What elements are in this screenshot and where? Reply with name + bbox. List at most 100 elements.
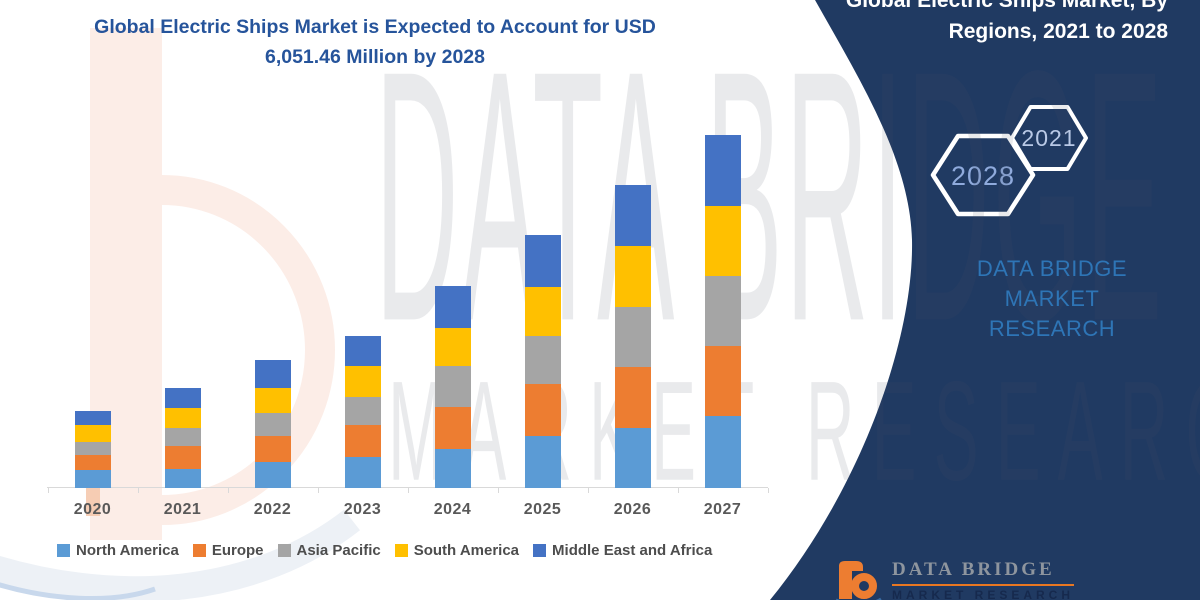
chart-title-line1: Global Electric Ships Market is Expected… — [94, 16, 656, 38]
side-panel-brand: DATA BRIDGE MARKET RESEARCH — [927, 254, 1177, 344]
bar-segment-2021-south-america — [164, 408, 201, 428]
legend-label: Middle East and Africa — [552, 542, 713, 559]
side-panel-title: Global Electric Ships Market, By Regions… — [770, 0, 1168, 47]
bar-segment-2022-south-america — [254, 388, 291, 413]
bar-segment-2027-asia-pacific — [704, 276, 741, 346]
side-panel-title-line1: Global Electric Ships Market, By — [845, 0, 1168, 12]
bar-segment-2027-europe — [704, 346, 741, 416]
legend-label: Europe — [211, 542, 264, 559]
bar-segment-2024-north-america — [434, 449, 471, 488]
x-axis-label-2021: 2021 — [163, 501, 202, 518]
gray-swoosh-shape — [0, 509, 361, 600]
b-icon-stem — [839, 561, 863, 599]
bar-segment-2020-south-america — [74, 425, 111, 442]
bar-segment-2024-europe — [434, 407, 471, 449]
bar-segment-2020-europe — [74, 455, 111, 470]
legend-item-asia-pacific: Asia Pacific — [277, 542, 381, 559]
bar-segment-2021-asia-pacific — [164, 428, 201, 446]
b-bowl-shape — [161, 175, 335, 525]
x-axis-tick — [407, 488, 409, 493]
hexagon-2028-icon — [930, 133, 1036, 217]
bar-segment-2026-europe — [614, 367, 651, 428]
x-axis-tick — [587, 488, 589, 493]
hexagon-2021-icon — [1010, 105, 1088, 171]
bar-segment-2024-south-america — [434, 328, 471, 366]
legend-swatch-icon — [192, 544, 206, 557]
bar-segment-2022-middle-east-and-africa — [254, 360, 291, 388]
side-panel-title-line2: Regions, 2021 to 2028 — [948, 20, 1168, 43]
bar-segment-2022-north-america — [254, 462, 291, 488]
bar-segment-2020-north-america — [74, 470, 111, 488]
legend-swatch-icon — [533, 544, 547, 557]
bar-segment-2026-middle-east-and-africa — [614, 185, 651, 246]
bar-segment-2023-south-america — [344, 366, 381, 397]
bar-segment-2026-north-america — [614, 428, 651, 488]
x-axis-line — [47, 487, 768, 488]
bar-segment-2023-asia-pacific — [344, 397, 381, 425]
x-axis-label-2020: 2020 — [73, 501, 112, 518]
bar-segment-2025-north-america — [524, 436, 561, 488]
x-axis-label-2026: 2026 — [613, 501, 652, 518]
bar-segment-2021-europe — [164, 446, 201, 469]
bar-segment-2027-north-america — [704, 416, 741, 488]
legend-label: Asia Pacific — [296, 542, 381, 559]
bar-segment-2021-middle-east-and-africa — [164, 388, 201, 408]
footer-logo: DATA BRIDGE MARKET RESEARCH — [836, 559, 1075, 600]
databridge-b-icon — [836, 561, 882, 600]
blue-swoosh-shape — [0, 582, 156, 600]
x-axis-tick — [677, 488, 679, 493]
footer-brand-label: DATA BRIDGE — [892, 559, 1075, 586]
bar-segment-2026-asia-pacific — [614, 307, 651, 367]
side-panel: 2028 2021 — [770, 0, 1200, 600]
x-axis-tick — [317, 488, 319, 493]
bar-segment-2023-middle-east-and-africa — [344, 336, 381, 366]
hexagon-2028-label: 2028 — [951, 161, 1015, 191]
side-panel-shape — [770, 0, 1200, 600]
legend-item-middle-east-and-africa: Middle East and Africa — [533, 542, 712, 559]
bar-segment-2024-middle-east-and-africa — [434, 286, 471, 328]
x-axis-label-2023: 2023 — [343, 501, 382, 518]
footer-sub-label: MARKET RESEARCH — [892, 588, 1075, 600]
bar-segment-2026-south-america — [614, 246, 651, 307]
chart-title: Global Electric Ships Market is Expected… — [55, 12, 695, 72]
x-axis-tick — [137, 488, 139, 493]
hexagon-2021-label: 2021 — [1021, 125, 1076, 151]
bar-segment-2025-europe — [524, 384, 561, 436]
legend-swatch-icon — [394, 544, 408, 557]
bar-segment-2025-asia-pacific — [524, 336, 561, 384]
bar-segment-2021-north-america — [164, 469, 201, 488]
x-axis-label-2024: 2024 — [433, 501, 472, 518]
bar-segment-2027-south-america — [704, 206, 741, 276]
legend-swatch-icon — [277, 544, 291, 557]
chart-title-line2: 6,051.46 Million by 2028 — [264, 46, 486, 68]
footer-logo-text: DATA BRIDGE MARKET RESEARCH — [892, 559, 1075, 600]
x-axis-label-2027: 2027 — [703, 501, 742, 518]
x-axis-tick — [497, 488, 499, 493]
bar-segment-2022-asia-pacific — [254, 413, 291, 436]
bar-segment-2023-europe — [344, 425, 381, 457]
legend-label: South America — [413, 542, 520, 559]
bar-segment-2022-europe — [254, 436, 291, 462]
legend-swatch-icon — [57, 544, 70, 557]
bar-segment-2025-middle-east-and-africa — [524, 235, 561, 287]
stacked-bar-chart: 2020 2021 2022 2023 2024 2025 2026 2027 — [47, 135, 769, 518]
brand-line1: DATA BRIDGE MARKET — [976, 256, 1128, 311]
x-axis-label-2022: 2022 — [253, 501, 292, 518]
legend-item-south-america: South America — [394, 542, 520, 559]
x-axis-tick — [767, 488, 769, 493]
b-icon-bowl — [851, 573, 877, 599]
bar-segment-2024-asia-pacific — [434, 366, 471, 407]
legend: North America Europe Asia Pacific South Ame… — [57, 542, 712, 559]
bar-segment-2020-asia-pacific — [74, 442, 111, 455]
bar-segment-2023-north-america — [344, 457, 381, 488]
bar-segment-2027-middle-east-and-africa — [704, 135, 741, 206]
x-axis-tick — [47, 488, 49, 493]
legend-item-europe: Europe — [192, 542, 264, 559]
x-axis-tick — [227, 488, 229, 493]
legend-label: North America — [76, 542, 179, 559]
legend-item-north-america: North America — [57, 542, 179, 559]
bar-segment-2025-south-america — [524, 287, 561, 336]
bar-segment-2020-middle-east-and-africa — [74, 411, 111, 425]
brand-line2: RESEARCH — [988, 316, 1116, 341]
